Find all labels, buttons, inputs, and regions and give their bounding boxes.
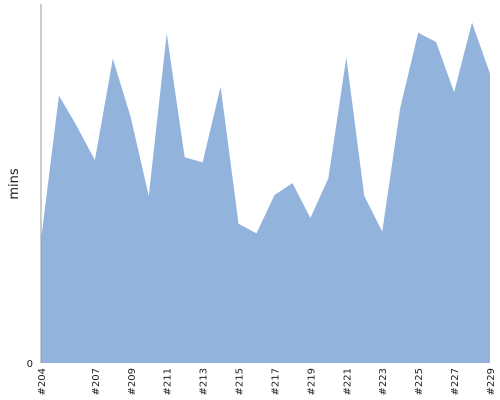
x-tick-label: #223	[378, 368, 389, 395]
x-tick-label: #227	[450, 368, 461, 395]
series-area	[41, 22, 490, 363]
x-ticks: #204 #207 #209 #211 #213 #215 #217 #219 #221 #223…	[37, 368, 497, 395]
x-tick-label: #215	[235, 368, 246, 395]
x-tick-label: #229	[486, 368, 497, 395]
x-tick-label: #207	[91, 368, 102, 395]
x-tick-label: #217	[270, 368, 281, 395]
y-ticks: 0	[27, 359, 33, 370]
x-tick-label: #211	[163, 368, 174, 395]
x-tick-label: #219	[306, 368, 317, 395]
x-tick-label: #213	[199, 368, 210, 395]
y-tick-label: 0	[27, 359, 33, 370]
x-tick-label: #204	[37, 368, 48, 395]
x-tick-label: #209	[127, 368, 138, 395]
x-tick-label: #225	[414, 368, 425, 395]
area-layer	[41, 22, 490, 363]
y-axis-title: mins	[7, 168, 22, 200]
x-tick-label: #221	[342, 368, 353, 395]
